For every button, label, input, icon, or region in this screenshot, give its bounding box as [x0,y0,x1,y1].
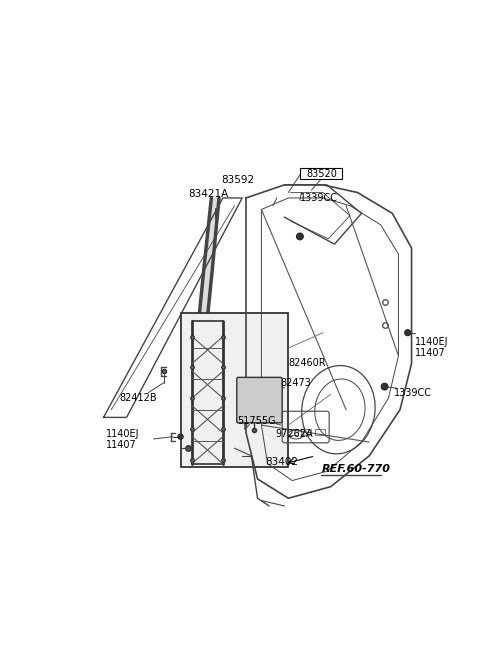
Text: 1339CC: 1339CC [300,193,338,203]
Text: 11407: 11407 [106,440,137,450]
Polygon shape [196,271,212,348]
Circle shape [178,434,183,440]
Text: 1140EJ: 1140EJ [415,337,449,347]
Text: 83421A: 83421A [188,189,228,199]
Circle shape [405,329,411,336]
FancyBboxPatch shape [237,377,282,422]
Bar [288,429,298,435]
Text: 82473: 82473 [281,378,312,388]
Text: 1339CC: 1339CC [394,388,432,398]
Text: 83520: 83520 [306,169,337,179]
Bar [180,314,288,468]
Text: 11407: 11407 [415,348,446,358]
Bar [315,429,324,435]
Bar [301,429,311,435]
Text: 1140EJ: 1140EJ [106,429,139,440]
Text: REF.60-770: REF.60-770 [322,464,390,474]
Polygon shape [204,198,219,271]
Circle shape [297,233,303,240]
Text: 82460R: 82460R [288,358,326,369]
Bar [300,168,342,179]
Text: 51755G: 51755G [237,416,276,426]
Polygon shape [191,348,204,409]
Circle shape [381,383,388,390]
Text: 83402: 83402 [265,457,298,467]
Text: 82412B: 82412B [119,393,156,403]
Text: 83592: 83592 [221,176,254,185]
Text: 97262A: 97262A [275,429,313,440]
